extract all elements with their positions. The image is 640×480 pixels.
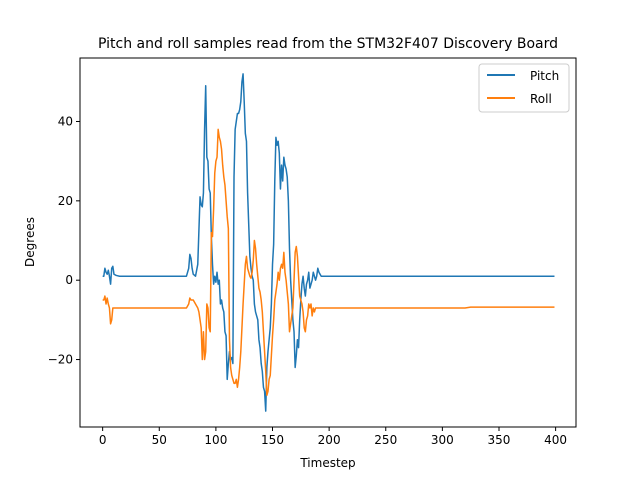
x-tick-label: 300 [431,433,454,447]
y-tick-label: 20 [58,194,73,208]
y-tick-label: 0 [65,273,73,287]
y-axis-label: Degrees [23,217,37,267]
x-tick-label: 400 [544,433,567,447]
legend-label-roll: Roll [530,92,552,106]
data-lines [102,73,555,412]
y-tick-label: 40 [58,114,73,128]
x-tick-label: 350 [488,433,511,447]
series-line-roll [102,128,555,397]
x-tick-label: 200 [318,433,341,447]
x-axis-ticks: 0 50 100 150 200 250 300 350 400 [99,427,567,447]
legend-label-pitch: Pitch [530,69,559,83]
x-tick-label: 50 [152,433,167,447]
x-tick-label: 0 [99,433,107,447]
y-tick-label: −20 [48,353,73,367]
x-axis-label: Timestep [299,456,355,470]
chart-title: Pitch and roll samples read from the STM… [98,36,558,52]
legend: Pitch Roll [478,63,570,113]
y-axis-ticks: −20 0 20 40 [48,114,80,367]
x-tick-label: 250 [374,433,397,447]
plot-area-frame [79,57,577,428]
x-tick-label: 150 [261,433,284,447]
x-tick-label: 100 [204,433,227,447]
